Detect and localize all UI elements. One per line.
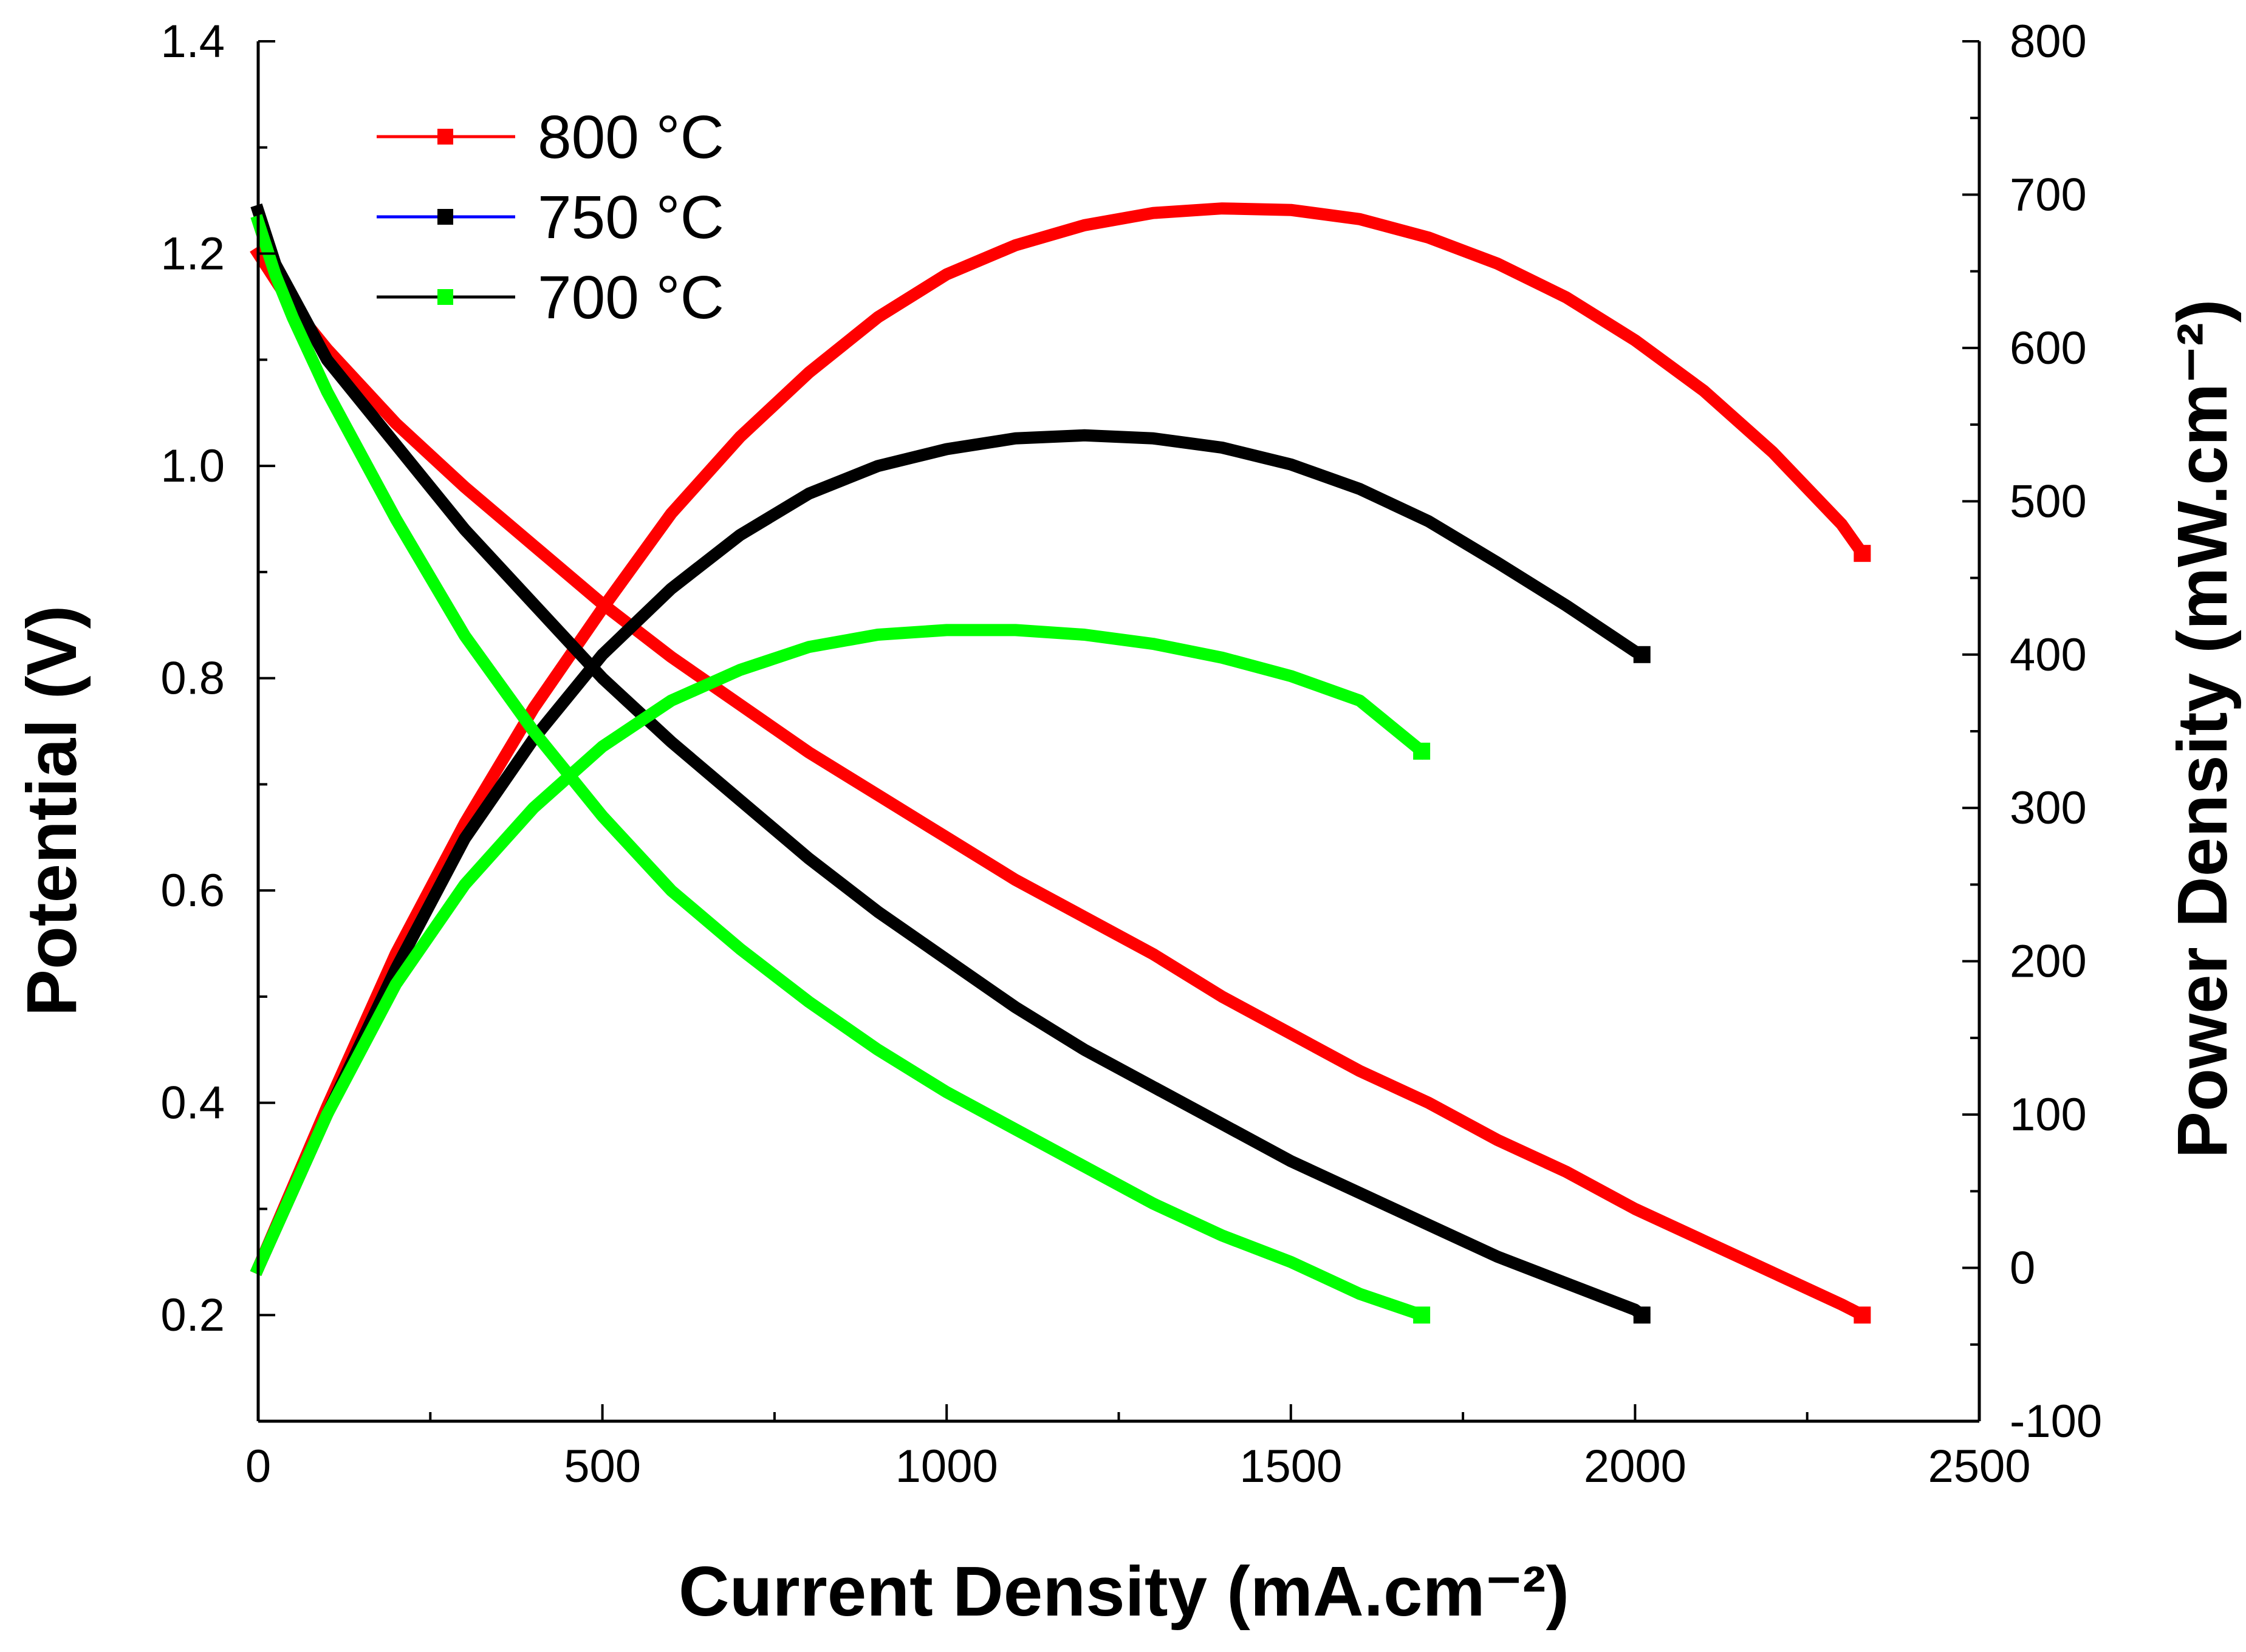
y-left-tick-label: 1.0 xyxy=(160,440,225,492)
x-tick-label: 0 xyxy=(245,1441,271,1492)
ticks-layer: 0 500 1000 1500 2000 25000.20.40.60.81.01.21.… xyxy=(160,16,2102,1492)
series-layer xyxy=(250,202,1871,1324)
y-right-tick-label: 700 xyxy=(2010,169,2087,220)
y-right-tick-label: 100 xyxy=(2010,1089,2087,1141)
series-end-marker-5 xyxy=(1413,742,1431,760)
y-right-tick-label: 300 xyxy=(2010,782,2087,834)
series-line-5 xyxy=(250,624,1431,1276)
y-right-tick-label: 600 xyxy=(2010,323,2087,374)
y-left-tick-label: 0.6 xyxy=(160,865,225,916)
legend-marker-1 xyxy=(437,209,453,225)
y-right-tick-label: 500 xyxy=(2010,476,2087,527)
series-end-marker-1 xyxy=(1854,545,1871,562)
x-axis-title: Current Density (mA.cm⁻²) xyxy=(679,1552,1569,1631)
y-right-tick-label: -100 xyxy=(2010,1396,2102,1447)
y-right-tick-label: 800 xyxy=(2010,16,2087,67)
legend-label-1: 750 °C xyxy=(538,183,724,251)
x-tick-label: 1500 xyxy=(1239,1441,1342,1492)
x-tick-label: 1000 xyxy=(895,1441,998,1492)
legend-label-0: 800 °C xyxy=(538,103,724,171)
y-left-tick-label: 0.2 xyxy=(160,1289,225,1341)
x-tick-label: 2500 xyxy=(1928,1441,2030,1492)
legend-marker-0 xyxy=(437,129,453,145)
series-line-3 xyxy=(250,429,1650,1276)
series-line-0 xyxy=(250,245,1871,1323)
legend-label-2: 700 °C xyxy=(538,264,724,332)
y-axis-right-title: Power Density (mW.cm⁻²) xyxy=(2163,299,2242,1159)
series-end-marker-4 xyxy=(1413,1306,1431,1324)
y-left-tick-label: 1.4 xyxy=(160,16,225,67)
series-end-marker-2 xyxy=(1633,1306,1651,1324)
y-left-tick-label: 1.2 xyxy=(160,228,225,280)
legend-marker-2 xyxy=(437,289,453,305)
series-line-2 xyxy=(250,203,1651,1324)
series-line-1 xyxy=(250,202,1871,1276)
x-tick-label: 500 xyxy=(564,1441,641,1492)
x-tick-label: 2000 xyxy=(1584,1441,1686,1492)
y-left-tick-label: 0.8 xyxy=(160,653,225,705)
y-right-tick-label: 400 xyxy=(2010,629,2087,681)
series-end-marker-3 xyxy=(1633,646,1651,663)
series-end-marker-0 xyxy=(1854,1306,1871,1324)
series-line-4 xyxy=(250,214,1429,1323)
legend: 800 °C 750 °C 700 °C xyxy=(377,103,724,332)
y-right-tick-label: 0 xyxy=(2010,1243,2035,1294)
y-right-tick-label: 200 xyxy=(2010,936,2087,988)
y-axis-left-title: Potential (V) xyxy=(12,606,91,1017)
y-left-tick-label: 0.4 xyxy=(160,1077,225,1129)
